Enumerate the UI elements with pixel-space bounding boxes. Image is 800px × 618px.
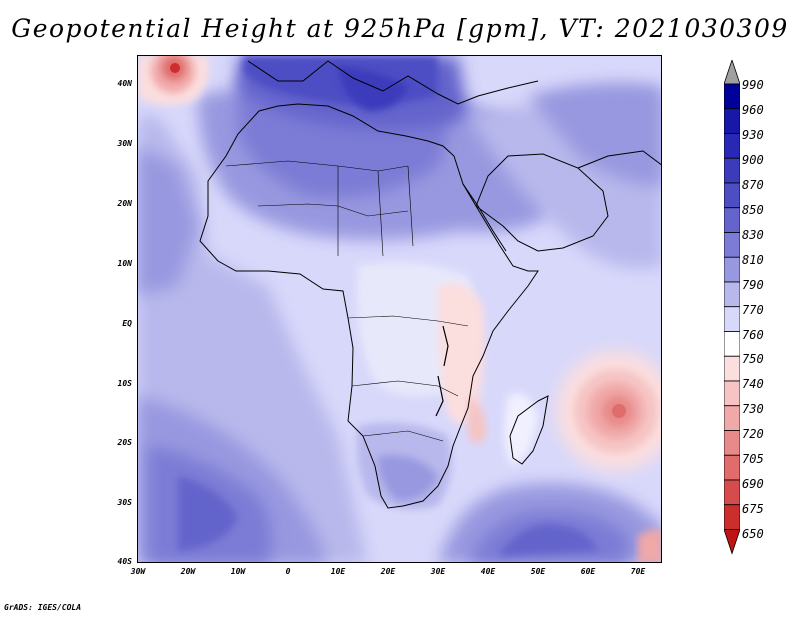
colorbar-label: 675: [742, 502, 764, 516]
height-field-map: [138, 56, 661, 562]
colorbar-label: 705: [742, 452, 764, 466]
colorbar-label: 830: [742, 228, 764, 242]
colorbar-label: 900: [742, 153, 764, 167]
lat-label: 10S: [117, 379, 132, 388]
lon-label: 20E: [380, 567, 396, 576]
colorbar-arrow-top: [724, 60, 740, 85]
colorbar-label: 740: [742, 377, 764, 391]
colorbar-swatch: [724, 133, 740, 159]
colorbar-swatch: [724, 281, 740, 308]
colorbar-label: 750: [742, 352, 764, 366]
colorbar: [724, 60, 740, 555]
colorbar-swatch: [724, 83, 740, 110]
colorbar-label: 650: [742, 527, 764, 541]
colorbar-swatch: [724, 331, 740, 357]
lat-label: 40N: [117, 79, 132, 88]
colorbar-swatch: [724, 355, 740, 382]
lon-label: 30E: [430, 567, 446, 576]
colorbar-label: 850: [742, 203, 764, 217]
colorbar-swatch: [724, 108, 740, 134]
lon-label: 50E: [530, 567, 546, 576]
colorbar-swatch: [724, 479, 740, 506]
coastlines: [199, 60, 661, 509]
lat-label: 10N: [117, 259, 132, 268]
lat-label: 20S: [117, 438, 132, 447]
lat-label: 20N: [117, 199, 132, 208]
colorbar-label: 810: [742, 253, 764, 267]
lon-label: 10E: [330, 567, 346, 576]
colorbar-arrow-bottom: [724, 529, 740, 555]
colorbar-swatch: [724, 405, 740, 431]
colorbar-label: 760: [742, 328, 764, 342]
colorbar-swatch: [724, 207, 740, 233]
colorbar-label: 730: [742, 402, 764, 416]
colorbar-label: 990: [742, 78, 764, 92]
lat-label: 40S: [117, 557, 132, 566]
colorbar-swatch: [724, 380, 740, 407]
colorbar-swatch: [724, 504, 740, 530]
colorbar-label: 790: [742, 278, 764, 292]
colorbar-label: 690: [742, 477, 764, 491]
lon-label: 60E: [580, 567, 596, 576]
colorbar-swatch: [724, 306, 740, 332]
map-title: Geopotential Height at 925hPa [gpm], VT:…: [11, 14, 789, 43]
colorbar-swatch: [724, 182, 740, 209]
lat-label: 30S: [117, 498, 132, 507]
colorbar-label: 930: [742, 128, 764, 142]
map-panel: [137, 55, 662, 563]
lon-label: 20W: [180, 567, 196, 576]
lon-label: 30W: [130, 567, 146, 576]
lat-label: 30N: [117, 139, 132, 148]
colorbar-label: 720: [742, 427, 764, 441]
lat-label: EQ: [122, 319, 132, 328]
lon-label: 70E: [630, 567, 646, 576]
lon-label: 10W: [230, 567, 246, 576]
colorbar-label: 960: [742, 103, 764, 117]
colorbar-swatch: [724, 430, 740, 456]
lon-label: 0: [285, 567, 291, 576]
colorbar-label: 870: [742, 178, 764, 192]
colorbar-swatch: [724, 232, 740, 258]
colorbar-swatch: [724, 157, 740, 184]
colorbar-swatch: [724, 256, 740, 283]
lon-label: 40E: [480, 567, 496, 576]
colorbar-label: 770: [742, 303, 764, 317]
contour-fill: [138, 56, 661, 562]
colorbar-swatch: [724, 454, 740, 481]
grads-credit: GrADS: IGES/COLA: [4, 603, 82, 612]
